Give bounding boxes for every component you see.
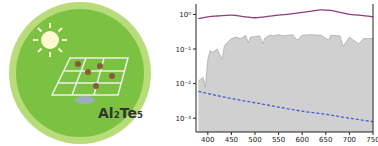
- svg-text:10⁻³: 10⁻³: [176, 115, 192, 123]
- svg-text:10⁰: 10⁰: [179, 11, 191, 19]
- svg-text:700: 700: [343, 136, 356, 144]
- svg-text:750: 750: [366, 136, 370, 144]
- svg-text:Al₂Te₅: Al₂Te₅: [98, 105, 143, 121]
- svg-text:400: 400: [201, 136, 214, 144]
- svg-text:450: 450: [225, 136, 238, 144]
- svg-text:10⁻¹: 10⁻¹: [176, 46, 192, 54]
- svg-text:10⁻²: 10⁻²: [176, 80, 192, 88]
- svg-text:600: 600: [296, 136, 309, 144]
- svg-text:500: 500: [248, 136, 261, 144]
- svg-text:550: 550: [272, 136, 285, 144]
- svg-text:650: 650: [319, 136, 332, 144]
